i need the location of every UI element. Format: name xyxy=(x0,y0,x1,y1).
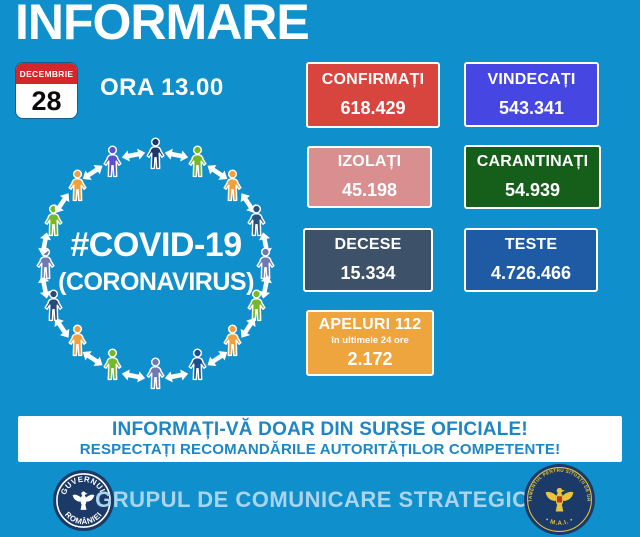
strategic-communication-group-label: GRUPUL DE COMUNICARE STRATEGICĂ xyxy=(95,487,545,512)
person-icon xyxy=(243,289,270,327)
person-icon xyxy=(184,348,211,386)
stat-box-vindecati: VINDECAȚI 543.341 xyxy=(464,62,599,127)
svg-text:ROMÂNIEI: ROMÂNIEI xyxy=(63,510,104,526)
person-icon xyxy=(64,324,91,362)
mai-dsu-seal-icon: DEPARTAMENTUL PENTRU SITUAȚII DE URGENȚĂ… xyxy=(523,463,595,535)
person-icon xyxy=(142,356,169,395)
double-arrow-icon xyxy=(78,342,110,372)
stat-value: 54.939 xyxy=(504,180,561,200)
stat-value: 15.334 xyxy=(340,263,396,283)
person-icon xyxy=(184,145,211,183)
double-arrow-icon xyxy=(48,188,78,220)
stat-box-carantinati: CARANTINAȚI 54.939 xyxy=(464,145,601,209)
stat-box-confirmati: CONFIRMAȚI 618.429 xyxy=(306,62,440,128)
double-arrow-icon xyxy=(251,272,275,301)
person-icon xyxy=(243,204,270,242)
calendar-day: 28 xyxy=(31,85,62,116)
coronavirus-subtitle: (CORONAVIRUS) xyxy=(58,268,254,296)
eagle-emblem-icon xyxy=(72,491,95,510)
covid-hashtag: #COVID-19 xyxy=(70,226,242,264)
page-title: INFORMARE xyxy=(15,0,310,50)
stat-value: 543.341 xyxy=(498,97,565,118)
calendar-icon: DECEMBRIE 28 xyxy=(16,63,77,118)
eagle-emblem-gold-icon xyxy=(545,487,574,512)
banner-line-1: INFORMAȚI-VĂ DOAR DIN SURSE OFICIALE! xyxy=(112,418,528,440)
stat-value: 4.726.466 xyxy=(490,263,572,283)
stat-value: 618.429 xyxy=(340,98,406,118)
seal-right-bottom-text: • M.A.I. • xyxy=(544,516,574,527)
stat-value: 45.198 xyxy=(341,180,398,200)
double-arrow-icon xyxy=(162,362,191,386)
double-arrow-icon xyxy=(78,159,110,189)
stat-box-decese: DECESE 15.334 xyxy=(303,228,433,292)
people-circle-diagram: #COVID-19 (CORONAVIRUS) xyxy=(0,118,312,418)
double-arrow-icon xyxy=(231,188,261,220)
stat-label: APELURI 112 xyxy=(318,316,422,333)
stat-label: IZOLAȚI xyxy=(337,153,402,170)
stat-note: în ultimele 24 ore xyxy=(331,335,409,346)
calendar-month: DECEMBRIE xyxy=(16,63,77,84)
diagram-center-text: #COVID-19 (CORONAVIRUS) xyxy=(0,226,312,297)
stat-label: VINDECAȚI xyxy=(487,70,576,88)
time-label: ORA 13.00 xyxy=(100,74,224,101)
person-icon xyxy=(40,204,67,242)
double-arrow-icon xyxy=(231,311,261,343)
double-arrow-icon xyxy=(200,159,232,189)
double-arrow-icon xyxy=(162,146,191,170)
guvernul-romaniei-seal-icon: GUVERNUL ROMÂNIEI xyxy=(52,469,115,532)
stat-box-teste: TESTE 4.726.466 xyxy=(464,228,598,292)
stat-label: CARANTINAȚI xyxy=(476,153,589,170)
person-icon xyxy=(252,246,279,285)
person-icon xyxy=(142,136,169,175)
stat-value: 2.172 xyxy=(347,349,393,369)
person-icon xyxy=(40,289,67,327)
person-icon xyxy=(99,145,126,183)
person-icon xyxy=(99,348,126,386)
stat-box-apeluri-112: APELURI 112 în ultimele 24 ore 2.172 xyxy=(306,310,434,376)
stat-box-izolati: IZOLAȚI 45.198 xyxy=(307,146,432,208)
stat-label: CONFIRMAȚI xyxy=(321,71,425,88)
official-sources-banner: INFORMAȚI-VĂ DOAR DIN SURSE OFICIALE! RE… xyxy=(18,416,622,462)
double-arrow-icon xyxy=(35,272,59,301)
stat-label: TESTE xyxy=(504,236,558,253)
person-icon xyxy=(219,324,246,362)
double-arrow-icon xyxy=(200,342,232,372)
person-icon xyxy=(219,169,246,207)
double-arrow-icon xyxy=(48,311,78,343)
svg-text:• M.A.I. •: • M.A.I. • xyxy=(544,516,574,527)
double-arrow-icon xyxy=(119,146,148,170)
stat-label: DECESE xyxy=(334,236,402,253)
double-arrow-icon xyxy=(119,362,148,386)
banner-line-2: RESPECTAȚI RECOMANDĂRILE AUTORITĂȚILOR C… xyxy=(79,441,561,459)
seal-left-bottom-text: ROMÂNIEI xyxy=(63,510,103,526)
person-icon xyxy=(64,169,91,207)
double-arrow-icon xyxy=(35,229,59,258)
